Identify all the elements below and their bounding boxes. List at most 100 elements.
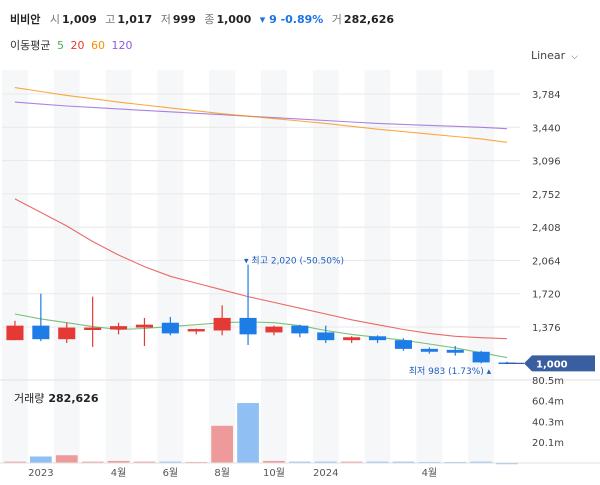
candle-body (446, 349, 464, 353)
time-tick-label: 10월 (263, 467, 285, 479)
ma60-legend[interactable]: 60 (90, 39, 105, 52)
scale-dropdown-label: Linear (530, 49, 566, 62)
volume-bar (314, 461, 337, 464)
ma60-line (14, 87, 508, 143)
ma120-legend[interactable]: 120 (111, 39, 133, 52)
volume-bar (107, 460, 130, 463)
stock-name: 비비안 (10, 13, 41, 26)
candle-body (213, 317, 231, 331)
volume-bar (237, 403, 259, 463)
candle-body (161, 322, 179, 334)
open-value: 1,009 (62, 13, 97, 26)
volume-value: 282,626 (343, 13, 395, 26)
volume-bar (4, 461, 26, 464)
close-value: 1,000 (216, 13, 252, 26)
time-tick-label: 4월 (111, 467, 127, 479)
volume-title-label: 거래량 (14, 392, 45, 405)
candle-body (369, 336, 387, 341)
change-value: ▾ 9 -0.89% (259, 13, 324, 26)
candle-body (135, 324, 153, 328)
price-summary: 비비안 시 1,009 고 1,017 저 999 종 1,000 ▾ 9 -0.89%… (10, 11, 399, 27)
volume-bars (4, 403, 518, 465)
low-label: 저 (160, 13, 171, 26)
price-tick-label: 3,096 (532, 157, 561, 168)
volume-tick-label: 20.1m (532, 438, 564, 449)
candle-body (265, 326, 283, 333)
candle-body (84, 327, 102, 330)
time-tick-label: 8월 (214, 467, 230, 479)
scale-dropdown[interactable]: Linear ⌵ (531, 49, 578, 62)
candle-body (343, 337, 361, 341)
candle-body (6, 325, 24, 341)
period-column (157, 70, 184, 463)
ma5-legend[interactable]: 5 (56, 39, 64, 52)
price-tick-label: 3,784 (532, 90, 561, 101)
period-column (209, 70, 236, 463)
candle-body (317, 332, 335, 341)
period-column (364, 70, 391, 463)
volume-bar (340, 461, 363, 464)
period-column (312, 70, 339, 463)
volume-title-value: 282,626 (48, 392, 99, 405)
volume-tick-label: 60.4m (532, 397, 564, 408)
price-axis: 3,784 3,440 3,096 2,752 2,408 2,064 1,720 1,376 (532, 90, 561, 334)
time-tick-label: 4월 (422, 467, 438, 479)
ma20-legend[interactable]: 20 (70, 39, 85, 52)
volume-bar (470, 461, 493, 464)
price-gridlines (0, 93, 600, 381)
chevron-down-icon: ⌵ (571, 52, 578, 62)
ma20-line (14, 198, 508, 340)
period-column (105, 70, 132, 463)
price-tick-label: 2,064 (532, 256, 561, 267)
candle-body (291, 325, 309, 334)
min-price-marker: 최저 983 (1.73%) ▴ (409, 366, 492, 377)
candle-body (110, 326, 128, 330)
close-label: 종 (204, 13, 215, 26)
high-value: 1,017 (117, 13, 153, 26)
volume-bar (29, 456, 52, 463)
candle-body (420, 348, 438, 352)
last-price-label: 1,000 (536, 359, 568, 370)
volume-panel-title: 거래량 282,626 (14, 390, 98, 406)
period-column (261, 70, 287, 463)
max-price-marker: ▾ 최고 2,020 (-50.50%) (244, 256, 344, 267)
volume-bar (81, 461, 104, 464)
candle-body (394, 340, 412, 349)
period-column (53, 70, 80, 463)
price-tick-label: 3,440 (532, 123, 561, 134)
volume-tick-label: 40.3m (532, 417, 564, 428)
moving-average-legend[interactable]: 이동평균 5 20 60 120 (10, 37, 135, 53)
ma5-line (14, 313, 508, 359)
candle-body (187, 329, 205, 332)
volume-bar (159, 461, 182, 464)
open-label: 시 (49, 13, 60, 26)
price-markers: ▾ 최고 2,020 (-50.50%) 최저 983 (1.73%) ▴ 1,00… (244, 256, 595, 377)
time-tick-label: 6월 (163, 467, 179, 479)
volume-axis: 80.5m 60.4m 40.3m 20.1m (532, 376, 564, 449)
high-label: 고 (105, 13, 116, 26)
price-tick-label: 2,408 (532, 223, 561, 234)
volume-bar (55, 455, 78, 463)
ma-legend-label: 이동평균 (10, 39, 51, 52)
volume-bar (211, 425, 234, 463)
candle-body (239, 317, 257, 335)
volume-bar (263, 460, 285, 463)
candle-body (58, 327, 76, 340)
candlesticks (6, 264, 516, 365)
price-tick-label: 2,752 (532, 190, 561, 201)
period-background (2, 70, 495, 463)
time-axis: 2023 4월 6월 8월 10월 2024 4월 (0, 462, 600, 479)
last-price-badge (524, 355, 595, 372)
volume-bar (366, 461, 389, 464)
moving-average-lines (14, 87, 508, 359)
volume-tick-label: 80.5m (532, 376, 564, 387)
time-tick-label: 2024 (313, 468, 338, 479)
price-tick-label: 1,376 (532, 323, 561, 334)
period-column (468, 70, 495, 463)
low-value: 999 (172, 13, 196, 26)
candle-body (32, 325, 50, 340)
volume-bar (392, 461, 415, 464)
price-tick-label: 1,720 (532, 290, 561, 301)
volume-label: 거 (331, 13, 342, 26)
